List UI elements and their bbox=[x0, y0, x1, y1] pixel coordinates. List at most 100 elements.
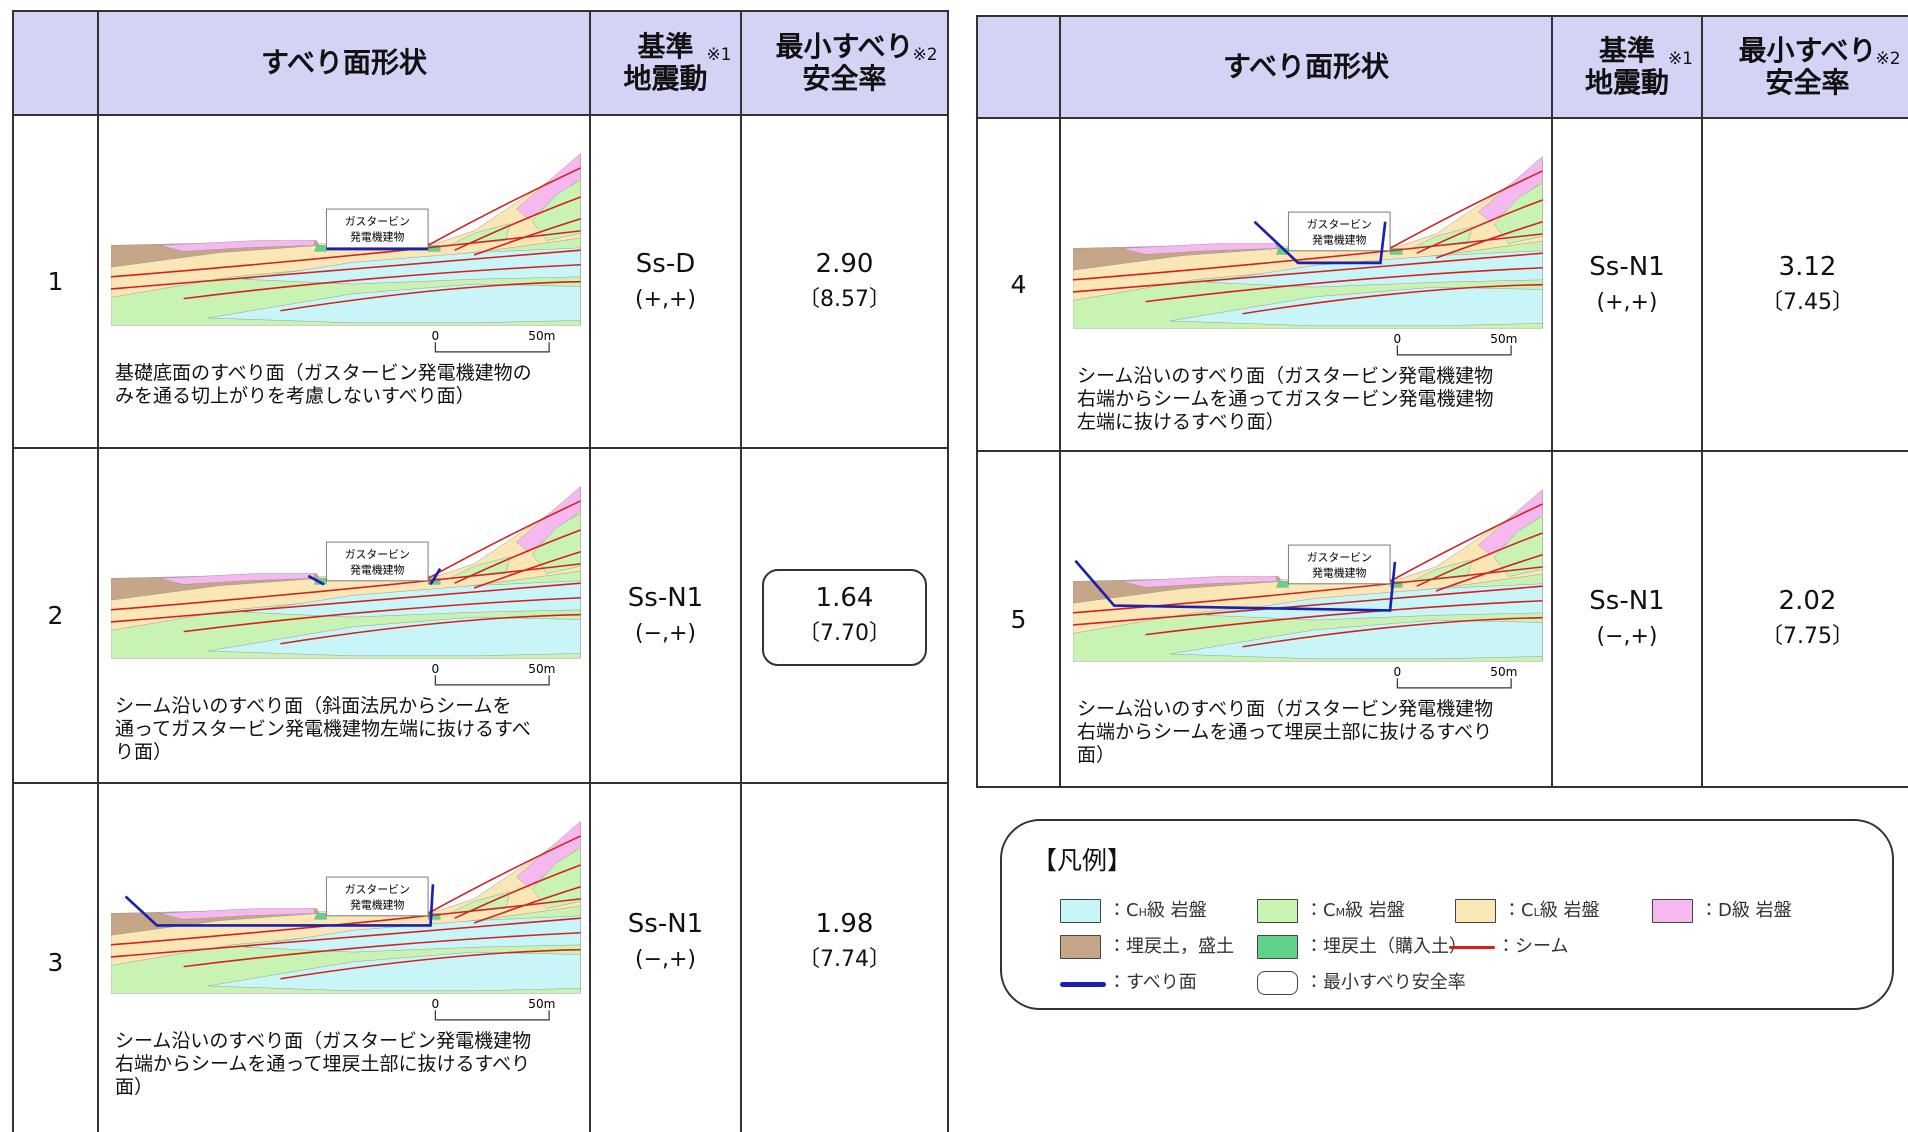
seam bbox=[427, 167, 581, 247]
ground-motion: Ss-N1 bbox=[627, 582, 704, 613]
seam bbox=[1389, 170, 1543, 250]
cross-section: ガスタービン発電機建物 0 50m bbox=[111, 152, 581, 353]
caption-line: シーム沿いのすべり面（ガスタービン発電機建物 bbox=[115, 1030, 532, 1052]
scale-label: 50m bbox=[1490, 665, 1517, 679]
ground-motion: Ss-N1 bbox=[627, 909, 704, 939]
seam bbox=[454, 196, 581, 251]
seam bbox=[183, 596, 581, 633]
legend-label: ：すべり面 bbox=[1108, 971, 1197, 995]
rock-ch bbox=[1169, 286, 1543, 327]
building-label: 発電機建物 bbox=[1312, 566, 1367, 580]
legend-swatch bbox=[1257, 935, 1298, 959]
legend-label-part: ：埋戻土，盛土 bbox=[1108, 936, 1234, 957]
scale-label: 50m bbox=[528, 329, 555, 343]
header-text-group: 基準 地震動 ※1 bbox=[623, 30, 731, 95]
caption-line: シーム沿いのすべり面（斜面法尻からシームを bbox=[115, 695, 512, 717]
ground-motion: Ss-D bbox=[635, 248, 696, 279]
legend-label-part: H bbox=[1138, 906, 1147, 919]
header-text-group: 最小すべり 安全率 ※2 bbox=[775, 31, 937, 95]
caption-line: り面） bbox=[115, 741, 173, 763]
caption: シーム沿いのすべり面（ガスタービン発電機建物 右端からシームを通って埋戻土部に抜け… bbox=[115, 1030, 531, 1099]
rock-ch bbox=[1169, 619, 1543, 660]
caption-line: 面） bbox=[1077, 744, 1116, 766]
seam bbox=[1145, 599, 1543, 636]
seam bbox=[1416, 532, 1543, 587]
header-text: 安全率 bbox=[802, 62, 887, 95]
legend-label: ：CH級 岩盤 bbox=[1108, 899, 1207, 925]
scale-bar bbox=[1396, 345, 1512, 356]
caption: シーム沿いのすべり面（ガスタービン発電機建物 右端からシームを通ってガスタービン発… bbox=[1077, 365, 1493, 434]
rock-cm bbox=[531, 179, 581, 241]
header-cell: 基準 地震動 ※1 bbox=[589, 10, 742, 116]
ground-motion-sign: (+,+) bbox=[634, 286, 697, 312]
seam bbox=[473, 885, 581, 924]
ground-motion: Ss-N1 bbox=[1589, 251, 1665, 282]
rock-cm bbox=[531, 847, 581, 909]
caption-line: 通ってガスタービン発電機建物左端に抜けるすべ bbox=[115, 718, 531, 740]
rock-cm bbox=[1493, 182, 1543, 244]
reference-factor: 〔8.57〕 bbox=[798, 286, 891, 312]
scale-label: 50m bbox=[528, 662, 555, 676]
legend-swatch bbox=[1060, 899, 1101, 923]
rock-d bbox=[159, 908, 315, 920]
seam bbox=[427, 835, 581, 915]
legend-swatch bbox=[1257, 971, 1298, 995]
footnote-mark: ※2 bbox=[912, 45, 938, 65]
safety-factor-cell: 1.64 〔7.70〕 bbox=[740, 447, 949, 784]
header-text: 地震動 bbox=[623, 62, 708, 95]
header-text: 安全率 bbox=[1765, 66, 1850, 99]
reference-factor: 〔7.45〕 bbox=[1761, 289, 1854, 315]
rock-cm bbox=[531, 512, 581, 574]
ground-motion-cell: Ss-N1 (−,+) bbox=[589, 447, 742, 784]
rock-d bbox=[1121, 243, 1277, 255]
building-label-box bbox=[1287, 211, 1391, 252]
safety-factor: 2.90 bbox=[815, 248, 874, 279]
minimum-box bbox=[762, 568, 927, 666]
header-text: 最小すべり bbox=[1738, 34, 1877, 67]
legend-label: ：埋戻土（購入土） bbox=[1305, 935, 1467, 959]
seam bbox=[454, 864, 581, 919]
seam bbox=[473, 217, 581, 256]
seam bbox=[1389, 503, 1543, 583]
scale-bar bbox=[434, 342, 550, 353]
header-cell: 最小すべり 安全率 ※2 bbox=[740, 10, 949, 116]
legend-label-part: ：C bbox=[1305, 900, 1336, 921]
scale-label: 0 bbox=[1393, 332, 1401, 346]
legend-label: ：埋戻土，盛土 bbox=[1108, 935, 1234, 959]
header-text: 基準 bbox=[637, 30, 694, 63]
seam bbox=[427, 500, 581, 580]
footnote-mark: ※2 bbox=[1875, 49, 1901, 69]
seam bbox=[183, 931, 581, 968]
seam bbox=[111, 582, 581, 623]
ground-motion-sign: (−,+) bbox=[634, 620, 697, 646]
header-text: すべり面形状 bbox=[260, 46, 428, 79]
caption-line: 右端からシームを通ってガスタービン発電機建物 bbox=[1077, 388, 1494, 410]
header-cell: 基準 地震動 ※1 bbox=[1551, 15, 1703, 119]
row-number: 5 bbox=[1010, 604, 1027, 634]
purchased-soil bbox=[1275, 581, 1289, 588]
building-label-box bbox=[1287, 544, 1391, 585]
rock-ch bbox=[207, 951, 581, 992]
row-number: 4 bbox=[1010, 270, 1027, 299]
legend-label-part: ：D級 岩盤 bbox=[1700, 900, 1792, 921]
legend-label-part: L bbox=[1533, 906, 1540, 919]
safety-factor: 1.64 bbox=[815, 582, 874, 613]
legend-label-part: M bbox=[1335, 906, 1346, 919]
seam bbox=[280, 948, 581, 980]
ground-motion-cell: Ss-N1 (−,+) bbox=[589, 782, 742, 1132]
legend-label: ：最小すべり安全率 bbox=[1305, 971, 1466, 995]
building-label: ガスタービン bbox=[345, 883, 410, 896]
cross-section: ガスタービン発電機建物 0 50m bbox=[111, 820, 581, 1021]
seam bbox=[1145, 266, 1543, 303]
header-cell: すべり面形状 bbox=[97, 10, 591, 116]
legend-swatch bbox=[1257, 899, 1298, 923]
caption-line: シーム沿いのすべり面（ガスタービン発電機建物 bbox=[1077, 698, 1494, 720]
slip-surface bbox=[429, 567, 442, 586]
shape-cell: ガスタービン 発電機建物 0 50m シーム沿いのすべり面（ガスタービン発電機建物 右端か… bbox=[1059, 450, 1553, 788]
legend-label-part: ：C bbox=[1503, 900, 1534, 921]
caption: シーム沿いのすべり面（斜面法尻からシームを 通ってガスタービン発電機建物左端に抜け… bbox=[115, 695, 531, 764]
seam bbox=[1435, 553, 1543, 592]
seam bbox=[1073, 233, 1543, 281]
legend-line bbox=[1060, 982, 1106, 987]
